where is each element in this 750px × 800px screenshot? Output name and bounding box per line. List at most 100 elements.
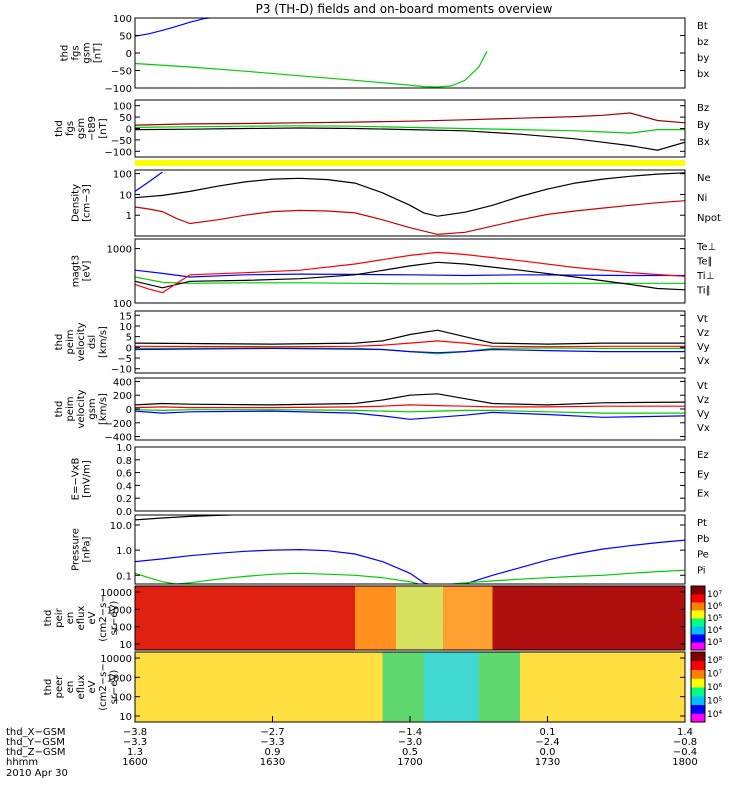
legend-entry: Npot	[697, 213, 721, 224]
y-axis-label: thd peim velocity gsm [km/s]	[54, 389, 109, 428]
x-axis-value: −2.7	[260, 727, 284, 738]
series-line-Te∥	[135, 261, 685, 291]
y-tick-label: 0	[126, 49, 132, 60]
y-axis-label-line: [cm−3]	[82, 184, 93, 222]
series-line-Pt	[135, 515, 232, 521]
x-axis-value: 0.9	[265, 747, 281, 758]
colorbar: 10⁸ 10⁷ 10⁶ 10⁵ 10⁴	[690, 651, 722, 723]
y-axis-label-line: en	[65, 681, 76, 694]
y-tick-label: 10	[119, 640, 132, 651]
x-axis-value: −3.3	[260, 737, 284, 748]
y-axis-label-line: [nT]	[98, 118, 109, 138]
plot-frame	[134, 17, 686, 89]
x-axis-value: −1.4	[398, 727, 422, 738]
series-line-bz	[135, 18, 210, 37]
colorbar-segment	[691, 704, 705, 714]
series-group	[135, 112, 685, 151]
series-line-Pe	[135, 569, 685, 584]
y-tick-label: 0	[126, 125, 132, 136]
y-tick-label: 100	[113, 623, 132, 634]
colorbar-segment	[691, 618, 705, 627]
series-line-Ne	[135, 200, 685, 236]
plot-frame	[134, 585, 686, 651]
plot-frame	[134, 238, 686, 304]
panel-temp: 1000 100 magt3 [eV] Te⊥ Te∥ Ti⊥ Ti∥	[71, 238, 716, 310]
series-line-Ti⊥	[135, 269, 685, 278]
y-tick-label: −400	[105, 433, 132, 444]
y-tick-label: 0.1	[116, 571, 132, 582]
colorbar: 10⁷ 10⁶ 10⁵ 10⁴ 10³	[690, 585, 722, 651]
series-group	[135, 171, 685, 236]
series-line-Vz	[135, 404, 685, 409]
series-group	[135, 251, 685, 294]
legend-entry: By	[697, 120, 710, 131]
series-group	[135, 18, 488, 88]
y-axis-label-line: peim	[65, 329, 76, 354]
legend-entry: Pb	[697, 534, 709, 545]
x-axis-row-label: thd_Z−GSM	[6, 747, 66, 758]
colorbar-frame	[690, 651, 706, 723]
legend-entry: Pt	[697, 518, 707, 529]
y-tick-label: 1	[126, 211, 132, 222]
y-tick-label: −100	[105, 147, 132, 158]
plot-frame	[134, 169, 686, 237]
legend-entry: Vy	[697, 342, 710, 353]
y-axis-label-line: Density	[71, 184, 82, 222]
y-axis-label: E=−VxB [mV/m]	[71, 458, 93, 501]
y-tick-label: −5	[117, 354, 132, 365]
legend-entry: Pe	[697, 550, 709, 561]
legend-entry: Ni	[697, 193, 707, 204]
x-axis-value: −0.8	[673, 737, 697, 748]
series-line-Vx	[135, 410, 685, 420]
series-group	[135, 515, 685, 584]
y-axis-label-line: thd	[60, 45, 71, 62]
date-label: 2010 Apr 30	[6, 768, 68, 779]
y-axis-label-line: −t89	[87, 116, 98, 141]
y-tick-label: −50	[111, 136, 132, 147]
spectrogram-band	[355, 586, 397, 650]
x-axis-value: 0.1	[540, 727, 556, 738]
y-axis-label-line: velocity	[76, 389, 87, 428]
legend-entry: Ti∥	[696, 286, 711, 297]
x-axis-value: −2.4	[535, 737, 559, 748]
y-axis-label: thd peim velocity dsl [km/s]	[54, 322, 109, 361]
y-axis-label-line: peim	[65, 396, 76, 421]
legend-entry: Bz	[697, 103, 709, 114]
y-axis-label-line: fgs	[65, 121, 76, 136]
legend-entry: Ne	[697, 173, 711, 184]
y-axis-label-line: sr−eV)	[109, 670, 120, 705]
legend-entry: Ez	[697, 450, 709, 461]
colorbar-segment	[691, 669, 705, 679]
colorbar-tick-label: 10⁵	[707, 614, 722, 624]
y-axis-label-line: fgs	[71, 45, 82, 60]
plot-frame	[134, 310, 686, 374]
y-axis-label: thd fgs gsm [nT]	[60, 42, 104, 63]
colorbar-tick-label: 10⁶	[707, 602, 722, 612]
legend-entry: Vz	[697, 395, 709, 406]
legend-entry: bz	[697, 37, 709, 48]
series-line-Bz	[135, 112, 685, 126]
y-axis-label-line: [nT]	[93, 43, 104, 63]
series-line-Vy	[135, 347, 685, 355]
y-axis-label: thd peir en eflux eV (cm2−s− sr−eV)	[43, 594, 120, 641]
y-tick-label: 10000	[100, 654, 132, 665]
legend-entry: Vx	[697, 423, 710, 434]
y-axis-label-line: eV	[87, 680, 98, 693]
plot-frame	[134, 446, 686, 512]
y-tick-label: 0	[126, 405, 132, 416]
x-axis-value: 1630	[260, 757, 285, 768]
colorbar-tick-label: 10⁸	[707, 656, 722, 666]
y-axis-label-line: eflux	[76, 606, 87, 631]
y-axis-label-line: sr−eV)	[109, 601, 120, 636]
x-axis-row-label: thd_X−GSM	[6, 727, 66, 738]
y-axis-label: Pressure [nPa]	[71, 528, 93, 571]
x-axis-value: 0.0	[540, 747, 556, 758]
y-tick-label: 100	[113, 299, 132, 310]
panel-pressure: 10.0 1.0 0.1 Pressure [nPa] Pt Pb Pe Pi	[71, 514, 709, 585]
y-tick-label: 10.0	[110, 521, 132, 532]
colorbar-segment	[691, 634, 705, 643]
y-axis-label-line: thd	[54, 401, 65, 418]
panel-density: 100 10 1 Density [cm−3] Ne Ni Npot	[71, 169, 721, 237]
spectrogram-band	[492, 586, 685, 650]
